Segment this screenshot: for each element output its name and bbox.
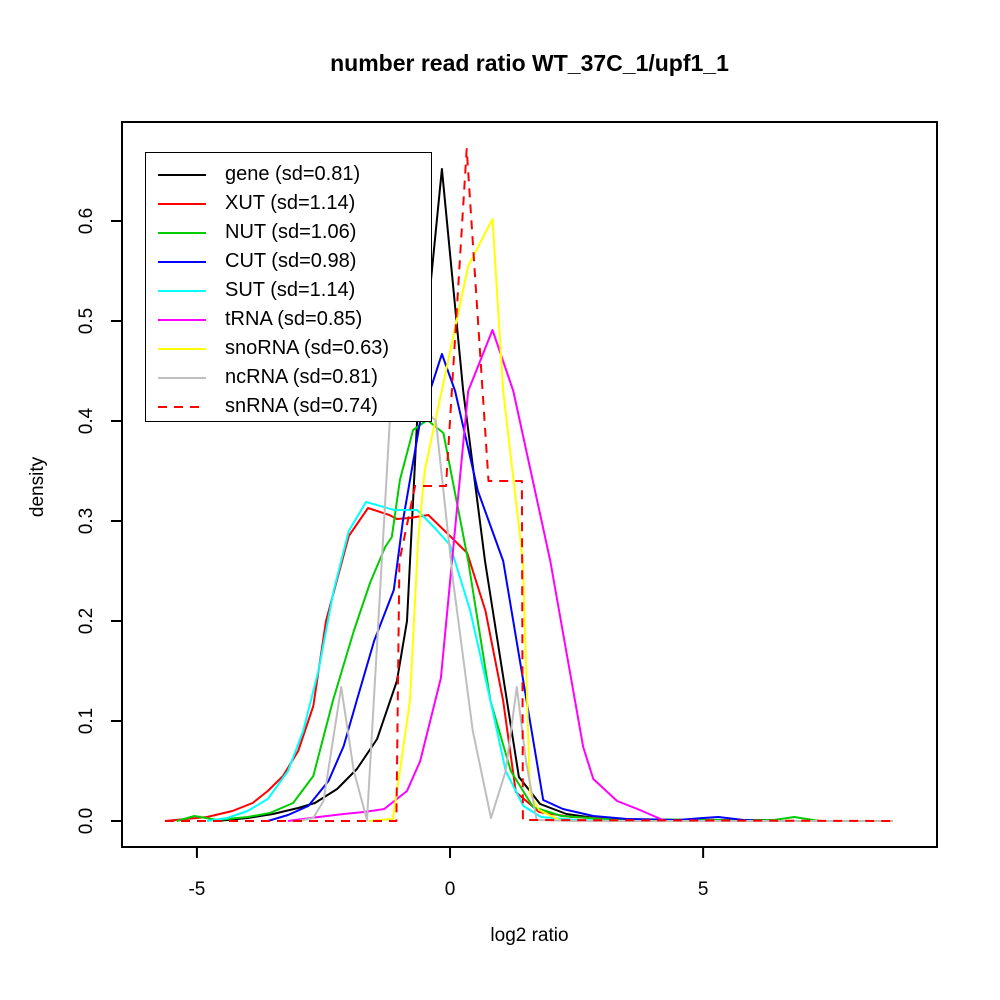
legend-item-label: ncRNA (sd=0.81) xyxy=(225,366,378,388)
y-axis-label: density xyxy=(27,456,48,518)
legend-item-snRNA: snRNA (sd=0.74) xyxy=(146,392,431,421)
legend-swatch-line-NUT xyxy=(158,230,206,236)
series-line-CUT xyxy=(267,353,769,822)
y-tick-label: 0.2 xyxy=(76,608,97,634)
series-line-gene xyxy=(217,168,663,822)
legend-swatch-line-gene xyxy=(158,172,206,178)
legend-item-ncRNA: ncRNA (sd=0.81) xyxy=(146,363,431,392)
legend-swatch-line-ncRNA xyxy=(158,375,206,381)
legend-swatch-line-XUT xyxy=(158,201,206,207)
legend-swatch-line-snoRNA xyxy=(158,346,206,352)
y-tick-label: 0.6 xyxy=(76,208,97,234)
legend-item-gene: gene (sd=0.81) xyxy=(146,160,431,189)
series-line-ncRNA xyxy=(298,390,893,822)
legend-item-label: snoRNA (sd=0.63) xyxy=(225,337,389,359)
legend-item-XUT: XUT (sd=1.14) xyxy=(146,189,431,218)
legend-item-label: CUT (sd=0.98) xyxy=(225,250,357,272)
legend-item-label: snRNA (sd=0.74) xyxy=(225,395,378,417)
series-line-snRNA xyxy=(165,148,894,822)
legend-swatch-line-tRNA xyxy=(158,317,206,323)
legend-item-label: SUT (sd=1.14) xyxy=(225,279,356,301)
legend-item-label: XUT (sd=1.14) xyxy=(225,192,356,214)
y-tick-label: 0.1 xyxy=(76,708,97,734)
y-tick-label: 0.3 xyxy=(76,508,97,534)
series-line-SUT xyxy=(206,501,618,822)
x-tick-label: -5 xyxy=(188,879,205,900)
series-line-XUT xyxy=(164,507,668,822)
series-line-snoRNA xyxy=(368,218,562,822)
series-line-tRNA xyxy=(287,329,666,822)
legend-item-snoRNA: snoRNA (sd=0.63) xyxy=(146,334,431,363)
plot-title: number read ratio WT_37C_1/upf1_1 xyxy=(330,50,729,76)
legend-item-tRNA: tRNA (sd=0.85) xyxy=(146,305,431,334)
legend: gene (sd=0.81) XUT (sd=1.14) NUT (sd=1.06)… xyxy=(145,152,432,422)
x-tick-label: 5 xyxy=(698,879,709,900)
series-line-NUT xyxy=(176,419,820,822)
x-axis-label: log2 ratio xyxy=(490,925,569,946)
legend-item-label: NUT (sd=1.06) xyxy=(225,221,357,243)
legend-item-CUT: CUT (sd=0.98) xyxy=(146,247,431,276)
legend-swatch-line-SUT xyxy=(158,288,206,294)
legend-swatch-line-CUT xyxy=(158,259,206,265)
plot-box xyxy=(121,121,938,848)
legend-item-label: gene (sd=0.81) xyxy=(225,163,361,185)
legend-swatch-line-snRNA xyxy=(158,404,206,410)
y-tick-label: 0.4 xyxy=(76,407,97,434)
legend-item-NUT: NUT (sd=1.06) xyxy=(146,218,431,247)
legend-item-label: tRNA (sd=0.85) xyxy=(225,308,363,330)
x-tick-label: 0 xyxy=(445,879,456,900)
y-tick-label: 0.5 xyxy=(76,308,97,334)
y-tick-label: 0.0 xyxy=(76,808,97,834)
legend-item-SUT: SUT (sd=1.14) xyxy=(146,276,431,305)
